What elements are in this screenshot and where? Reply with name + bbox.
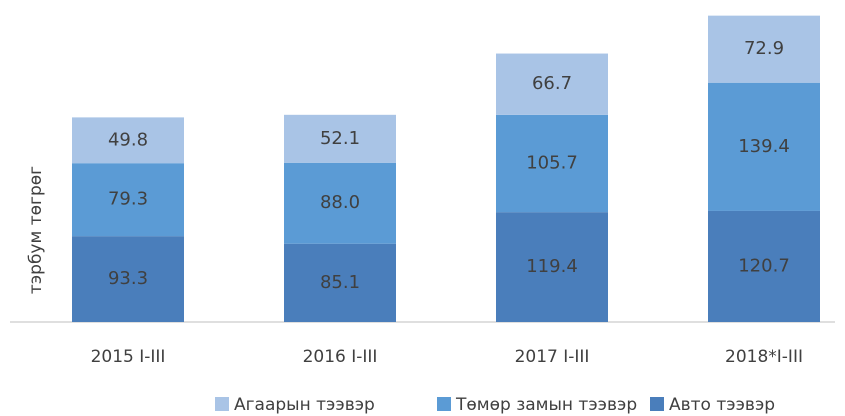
x-tick-label: 2018*I-III (725, 347, 803, 367)
data-label: 120.7 (738, 255, 790, 276)
bar-segment (708, 15, 820, 83)
data-label: 119.4 (526, 256, 578, 277)
bar-segment (284, 243, 396, 322)
x-tick-label: 2017 I-III (515, 347, 590, 367)
legend-swatch (650, 397, 664, 411)
legend-label: Төмөр замын тээвэр (455, 395, 637, 415)
data-label: 49.8 (108, 129, 148, 150)
data-label: 85.1 (320, 272, 360, 293)
data-label: 52.1 (320, 128, 360, 149)
bar-segment (72, 163, 184, 237)
data-label: 72.9 (744, 38, 784, 59)
bar-segment (708, 82, 820, 211)
bar-segment (72, 236, 184, 322)
y-axis-label: тэрбум төгрөг (26, 166, 46, 294)
bar-segment (284, 162, 396, 244)
data-label: 66.7 (532, 73, 572, 94)
bar-segment (496, 212, 608, 322)
bar-segment (72, 117, 184, 164)
bar-segment (496, 114, 608, 213)
bar-segment (496, 53, 608, 115)
x-tick-label: 2015 I-III (91, 347, 166, 367)
legend-swatch (215, 397, 229, 411)
legend-label: Авто тээвэр (669, 395, 775, 415)
bar-segment (284, 114, 396, 163)
data-label: 139.4 (738, 136, 790, 157)
data-label: 105.7 (526, 153, 578, 174)
data-label: 79.3 (108, 189, 148, 210)
data-label: 88.0 (320, 192, 360, 213)
data-label: 93.3 (108, 268, 148, 289)
x-tick-label: 2016 I-III (303, 347, 378, 367)
legend-label: Агаарын тээвэр (234, 395, 375, 415)
bar-segment (708, 210, 820, 322)
legend-swatch (437, 397, 451, 411)
